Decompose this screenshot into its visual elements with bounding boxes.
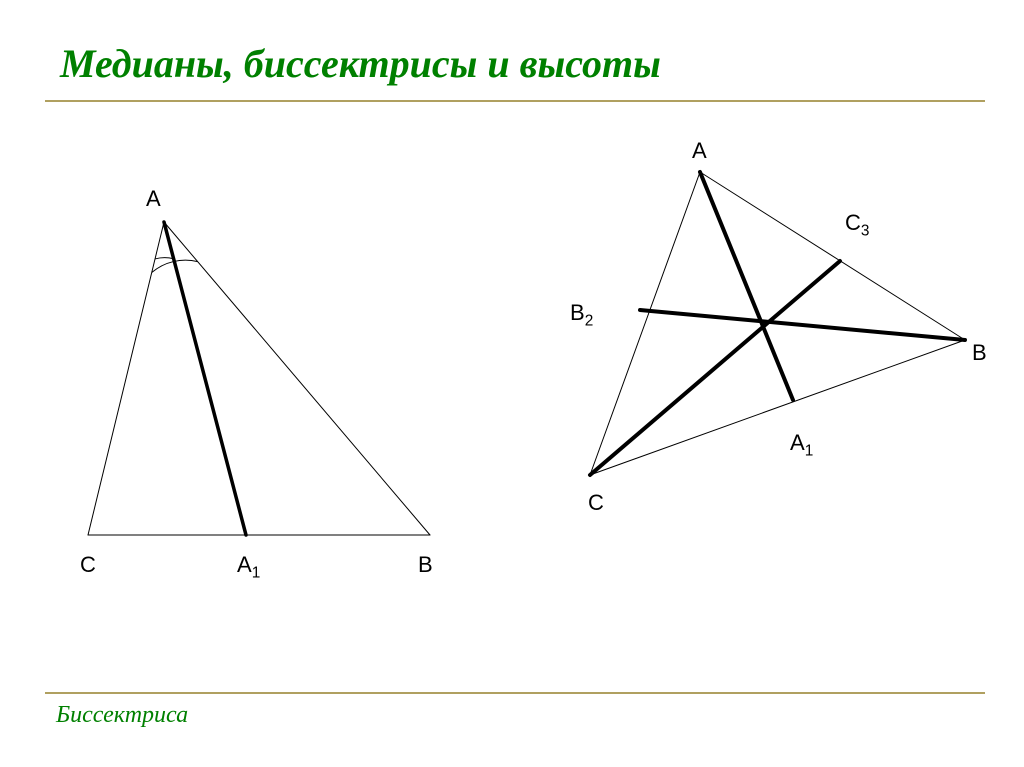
right-label-B: B xyxy=(972,340,987,366)
footer-line xyxy=(45,692,985,694)
right-label-C3: С3 xyxy=(845,210,869,240)
right-label-C: C xyxy=(588,490,604,516)
left-label-C: C xyxy=(80,552,96,578)
right-label-A1: А1 xyxy=(790,430,813,460)
left-label-B: B xyxy=(418,552,433,578)
left-label-A: A xyxy=(146,186,161,212)
geometry-canvas xyxy=(0,0,1024,767)
left-label-A1: А1 xyxy=(237,552,260,582)
footer-text: Биссектриса xyxy=(56,702,188,729)
right-label-B2: В2 xyxy=(570,300,593,330)
slide: Медианы, биссектрисы и высоты A C А1 B A… xyxy=(0,0,1024,767)
right-label-A: A xyxy=(692,138,707,164)
